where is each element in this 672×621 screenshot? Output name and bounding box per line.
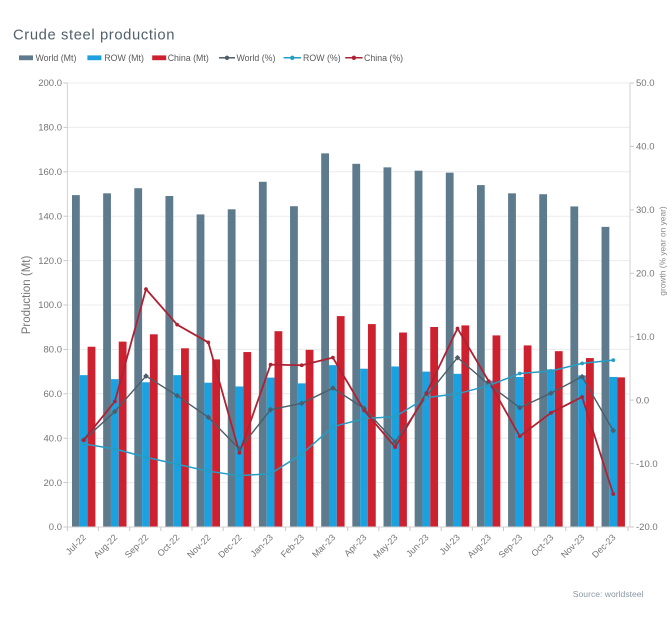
svg-text:20.0: 20.0: [636, 269, 655, 280]
svg-text:Production (Mt): Production (Mt): [21, 256, 33, 335]
svg-text:140.0: 140.0: [38, 211, 62, 222]
svg-text:50.0: 50.0: [636, 78, 655, 89]
svg-text:China (%): China (%): [364, 53, 403, 63]
svg-text:China (Mt): China (Mt): [168, 53, 209, 63]
svg-text:Source: worldsteel: Source: worldsteel: [573, 589, 644, 599]
svg-text:World (%): World (%): [237, 53, 276, 63]
svg-text:180.0: 180.0: [38, 123, 62, 134]
svg-text:60.0: 60.0: [44, 389, 63, 400]
svg-text:-20.0: -20.0: [636, 522, 658, 533]
svg-text:120.0: 120.0: [38, 256, 62, 267]
svg-text:80.0: 80.0: [44, 345, 63, 356]
svg-text:ROW (Mt): ROW (Mt): [104, 53, 144, 63]
svg-text:200.0: 200.0: [38, 78, 62, 89]
svg-text:0.0: 0.0: [636, 395, 649, 406]
svg-text:10.0: 10.0: [636, 332, 655, 343]
svg-text:0.0: 0.0: [49, 522, 62, 533]
svg-text:40.0: 40.0: [636, 142, 655, 153]
svg-text:30.0: 30.0: [636, 205, 655, 216]
svg-text:growth (% year on year): growth (% year on year): [658, 206, 668, 296]
svg-text:World (Mt): World (Mt): [36, 53, 77, 63]
svg-text:40.0: 40.0: [44, 433, 63, 444]
svg-text:-10.0: -10.0: [636, 459, 658, 470]
svg-text:20.0: 20.0: [44, 478, 63, 489]
svg-text:160.0: 160.0: [38, 167, 62, 178]
svg-text:ROW (%): ROW (%): [303, 53, 341, 63]
svg-text:Crude steel production: Crude steel production: [13, 27, 175, 43]
svg-text:100.0: 100.0: [38, 300, 62, 311]
